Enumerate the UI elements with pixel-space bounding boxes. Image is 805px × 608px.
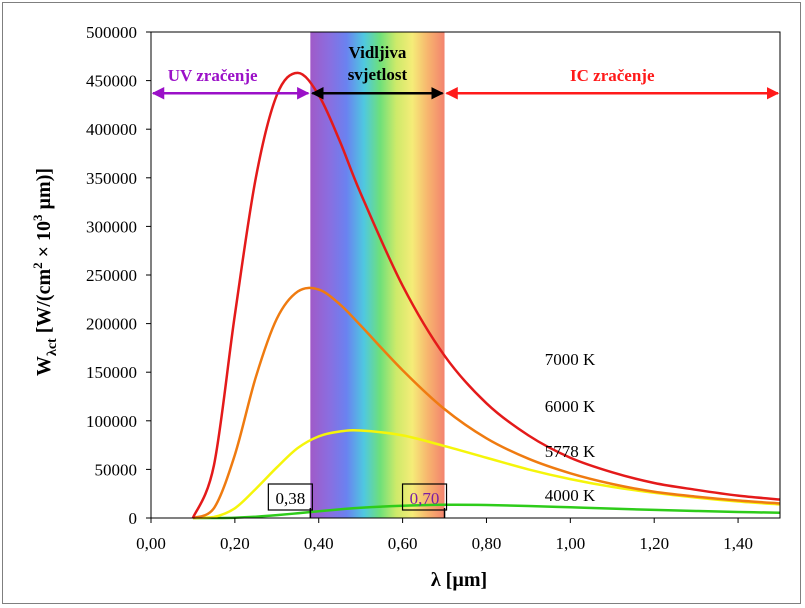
y-tick-label: 150000 [86, 363, 137, 382]
y-label-sup2: 2 [30, 262, 45, 269]
x-tick-label: 0,80 [472, 534, 502, 553]
series-curves [191, 71, 781, 520]
y-tick-label: 200000 [86, 315, 137, 334]
ir-label: IC zračenje [570, 66, 655, 85]
x-tick-label: 1,40 [723, 534, 753, 553]
series-label-6000k: 6000 K [545, 397, 596, 416]
y-tick-label: 400000 [86, 120, 137, 139]
wavelength-markers: 0,38 0,70 [267, 483, 448, 518]
y-tick-label: 450000 [86, 72, 137, 91]
y-tick-label: 50000 [95, 460, 138, 479]
x-axis-label: λ [µm] [431, 569, 487, 591]
series-labels: 7000 K 6000 K 5778 K 4000 K [545, 350, 596, 505]
y-tick-label: 0 [129, 509, 138, 528]
x-tick-label: 0,40 [304, 534, 334, 553]
y-label-main: W [33, 356, 55, 376]
x-tick-label: 0,60 [388, 534, 418, 553]
visible-label-line2: svjetlost [348, 65, 408, 84]
y-label-sub: λct [45, 338, 60, 356]
uv-label: UV zračenje [168, 66, 258, 85]
axes [146, 31, 781, 523]
y-tick-label: 300000 [86, 217, 137, 236]
series-line-6000k [192, 286, 781, 520]
series-label-5778k: 5778 K [545, 442, 596, 461]
y-axis-label: Wλct [W/(cm2 × 103 µm)] [30, 168, 60, 376]
y-tick-labels: 0 50000 100000 150000 200000 250000 300000 3500… [86, 23, 137, 528]
plot-border [150, 31, 781, 519]
marker-box [401, 483, 448, 511]
y-label-sup3: 3 [30, 214, 45, 221]
x-tick-label: 1,00 [555, 534, 585, 553]
series-label-7000k: 7000 K [545, 350, 596, 369]
visible-label-line1: Vidljiva [348, 43, 406, 62]
marker-box [267, 483, 313, 511]
series-label-4000k: 4000 K [545, 486, 596, 505]
x-tick-label: 1,20 [639, 534, 669, 553]
y-label-times: × 10 [33, 221, 55, 262]
y-tick-label: 350000 [86, 169, 137, 188]
marker-label: 0,38 [275, 489, 305, 508]
x-tick-label: 0,00 [136, 534, 166, 553]
visible-spectrum-band [310, 32, 445, 518]
x-tick-label: 0,20 [220, 534, 250, 553]
x-tick-labels: 0,00 0,20 0,40 0,60 0,80 1,00 1,20 1,40 [136, 534, 753, 553]
region-arrows: UV zračenje Vidljiva svjetlost IC zračenje [151, 43, 780, 100]
y-label-unit-prefix: [W/(cm [33, 269, 55, 339]
y-label-unit-suffix: µm)] [33, 168, 55, 215]
marker-label: 0,70 [410, 489, 440, 508]
y-tick-label: 250000 [86, 266, 137, 285]
y-tick-label: 100000 [86, 412, 137, 431]
y-tick-label: 500000 [86, 23, 137, 42]
series-line-7000k [191, 71, 781, 519]
